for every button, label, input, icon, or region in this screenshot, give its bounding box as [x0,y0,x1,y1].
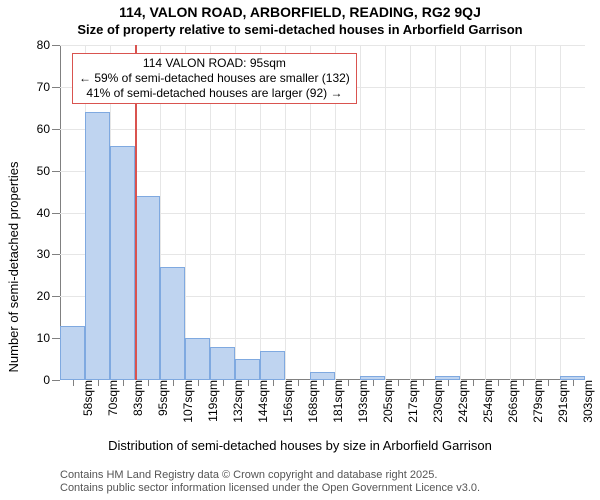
plot-area: 0102030405060708058sqm70sqm83sqm95sqm107… [60,45,585,380]
x-axis-label: Distribution of semi-detached houses by … [0,438,600,453]
y-tick-label: 20 [37,289,60,303]
histogram-bar [310,372,335,380]
x-tick-label: 107sqm [173,380,195,423]
footnote: Contains HM Land Registry data © Crown c… [60,469,480,497]
x-gridline [435,45,436,380]
x-gridline [560,45,561,380]
y-tick-label: 10 [37,331,60,345]
x-gridline [410,45,411,380]
x-tick-label: 83sqm [123,380,145,416]
x-tick-label: 70sqm [98,380,120,416]
x-gridline [460,45,461,380]
histogram-bar [210,347,235,381]
x-tick-label: 205sqm [373,380,395,423]
annotation-line: ← 59% of semi-detached houses are smalle… [79,71,350,86]
chart-container: 114, VALON ROAD, ARBORFIELD, READING, RG… [0,0,600,500]
annotation-line: 114 VALON ROAD: 95sqm [79,56,350,71]
x-tick-label: 230sqm [423,380,445,423]
x-gridline [485,45,486,380]
histogram-bar [110,146,135,381]
histogram-bar [185,338,210,380]
x-tick-label: 193sqm [348,380,370,423]
x-tick-label: 291sqm [548,380,570,423]
x-tick-label: 95sqm [148,380,170,416]
x-gridline [510,45,511,380]
x-tick-label: 132sqm [223,380,245,423]
y-tick-label: 60 [37,122,60,136]
annotation-line: 41% of semi-detached houses are larger (… [79,86,350,101]
histogram-bar [135,196,160,380]
footnote-line: Contains HM Land Registry data © Crown c… [60,469,480,483]
x-tick-label: 168sqm [298,380,320,423]
y-tick-label: 30 [37,247,60,261]
histogram-bar [235,359,260,380]
annotation-box: 114 VALON ROAD: 95sqm← 59% of semi-detac… [72,53,357,104]
chart-subtitle: Size of property relative to semi-detach… [0,22,600,37]
histogram-bar [260,351,285,380]
x-tick-label: 217sqm [398,380,420,423]
x-gridline [535,45,536,380]
x-tick-label: 279sqm [523,380,545,423]
histogram-bar [160,267,185,380]
x-tick-label: 266sqm [498,380,520,423]
y-tick-label: 50 [37,164,60,178]
x-tick-label: 156sqm [273,380,295,423]
x-tick-label: 58sqm [73,380,95,416]
y-tick-label: 70 [37,80,60,94]
y-gridline [60,129,585,130]
histogram-bar [85,112,110,380]
y-gridline [60,45,585,46]
x-gridline [385,45,386,380]
footnote-line: Contains public sector information licen… [60,482,480,496]
y-axis-label: Number of semi-detached properties [6,162,21,373]
x-tick-label: 242sqm [448,380,470,423]
x-tick-label: 144sqm [248,380,270,423]
x-tick-label: 181sqm [323,380,345,423]
x-tick-label: 119sqm [198,380,220,422]
chart-title: 114, VALON ROAD, ARBORFIELD, READING, RG… [0,4,600,20]
y-tick-label: 80 [37,38,60,52]
y-gridline [60,171,585,172]
x-gridline [360,45,361,380]
y-tick-label: 0 [43,373,60,387]
histogram-bar [60,326,85,380]
y-tick-label: 40 [37,206,60,220]
x-tick-label: 303sqm [573,380,595,423]
x-tick-label: 254sqm [473,380,495,423]
